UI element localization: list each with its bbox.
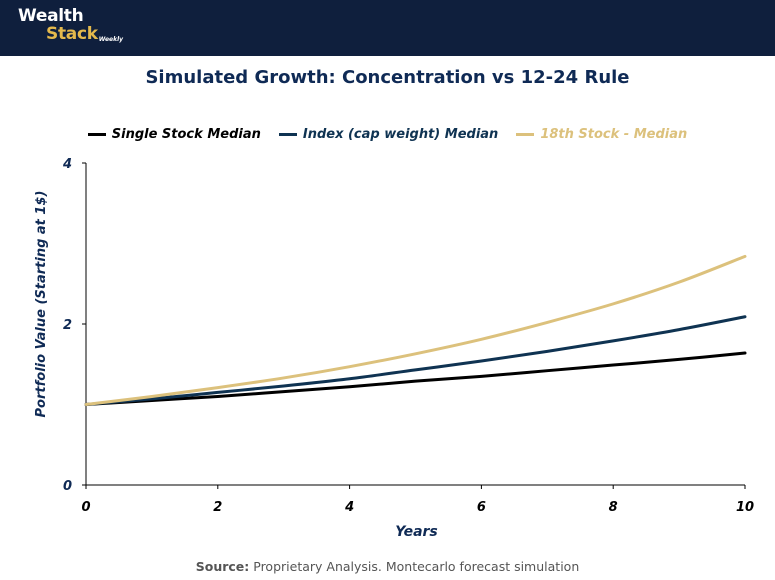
header-bar: Wealth StackWeekly [0, 0, 775, 56]
x-axis-title: Years [395, 524, 438, 540]
x-tick-label: 4 [344, 500, 354, 515]
legend-item-18th-stock: 18th Stock - Median [516, 127, 687, 142]
legend-item-index: Index (cap weight) Median [278, 127, 499, 142]
source-text: Proprietary Analysis. Montecarlo forecas… [249, 559, 580, 574]
line-chart: 0 2 4 0 2 4 6 8 10 Years Portfolio Value (Starting… [34, 157, 754, 540]
series-line-18th-stock [84, 254, 747, 406]
logo-tag-weekly: Weekly [98, 36, 124, 43]
legend-item-single-stock: Single Stock Median [87, 127, 261, 142]
legend-swatch-index [278, 133, 297, 136]
x-tick-label: 10 [736, 500, 754, 515]
source-label: Source: [195, 559, 250, 574]
legend-swatch-18th-stock [516, 133, 535, 136]
y-tick-label: 4 [62, 157, 72, 172]
y-tick-label: 2 [63, 318, 72, 333]
x-tick-label: 0 [81, 500, 90, 515]
x-tick-label: 2 [213, 500, 222, 515]
chart-title: Simulated Growth: Concentration vs 12-24… [145, 67, 630, 88]
chart-legend: Single Stock Median Index (cap weight) M… [0, 127, 775, 142]
logo-line-wealth: Wealth [18, 6, 84, 26]
x-tick-label: 6 [477, 500, 486, 515]
x-tick-label: 8 [609, 500, 618, 515]
legend-swatch-single-stock [87, 133, 106, 136]
legend-label-index: Index (cap weight) Median [302, 127, 499, 142]
wealth-stack-logo[interactable]: Wealth StackWeekly [18, 8, 123, 43]
logo-line-stack: Stack [46, 24, 98, 44]
y-tick-label: 0 [63, 479, 72, 494]
legend-label-single-stock: Single Stock Median [111, 127, 261, 142]
series-line-index [84, 315, 747, 406]
y-axis-title: Portfolio Value (Starting at 1$) [34, 191, 49, 418]
series-line-single-stock [84, 351, 747, 406]
source-note: Source: Proprietary Analysis. Montecarlo… [0, 559, 775, 574]
legend-label-18th-stock: 18th Stock - Median [540, 127, 688, 142]
